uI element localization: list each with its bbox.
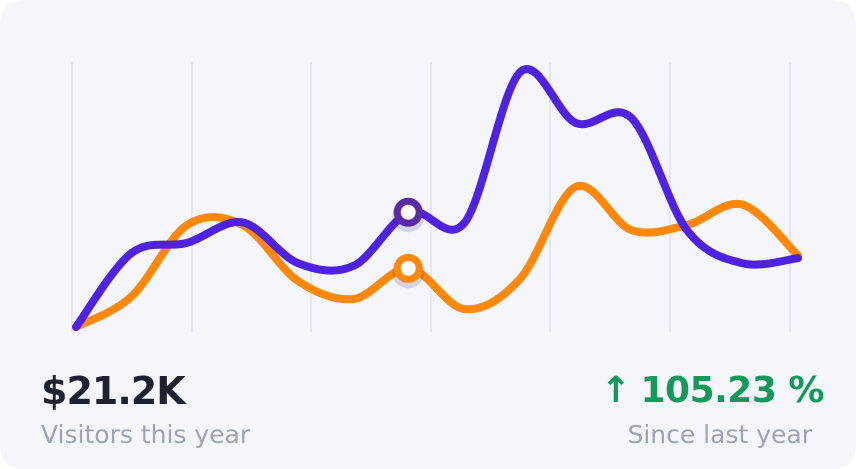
highlight-point-0[interactable] — [393, 197, 423, 227]
highlight-point-1[interactable] — [393, 253, 423, 283]
total-visitors-label: Visitors this year — [41, 420, 251, 449]
series-line-1 — [72, 181, 802, 331]
chart-series — [72, 65, 802, 331]
series-line-0 — [72, 65, 802, 331]
arrow-up-icon: ↑ — [600, 370, 631, 411]
growth-percentage: 105.23 % — [640, 370, 824, 411]
chart-gridlines — [71, 62, 791, 332]
total-visitors-value: $21.2K — [41, 369, 186, 413]
chart-markers — [392, 197, 425, 289]
growth-indicator: ↑ 105.23 % — [600, 369, 825, 413]
growth-label: Since last year — [627, 420, 812, 449]
visitors-line-chart — [71, 62, 802, 332]
